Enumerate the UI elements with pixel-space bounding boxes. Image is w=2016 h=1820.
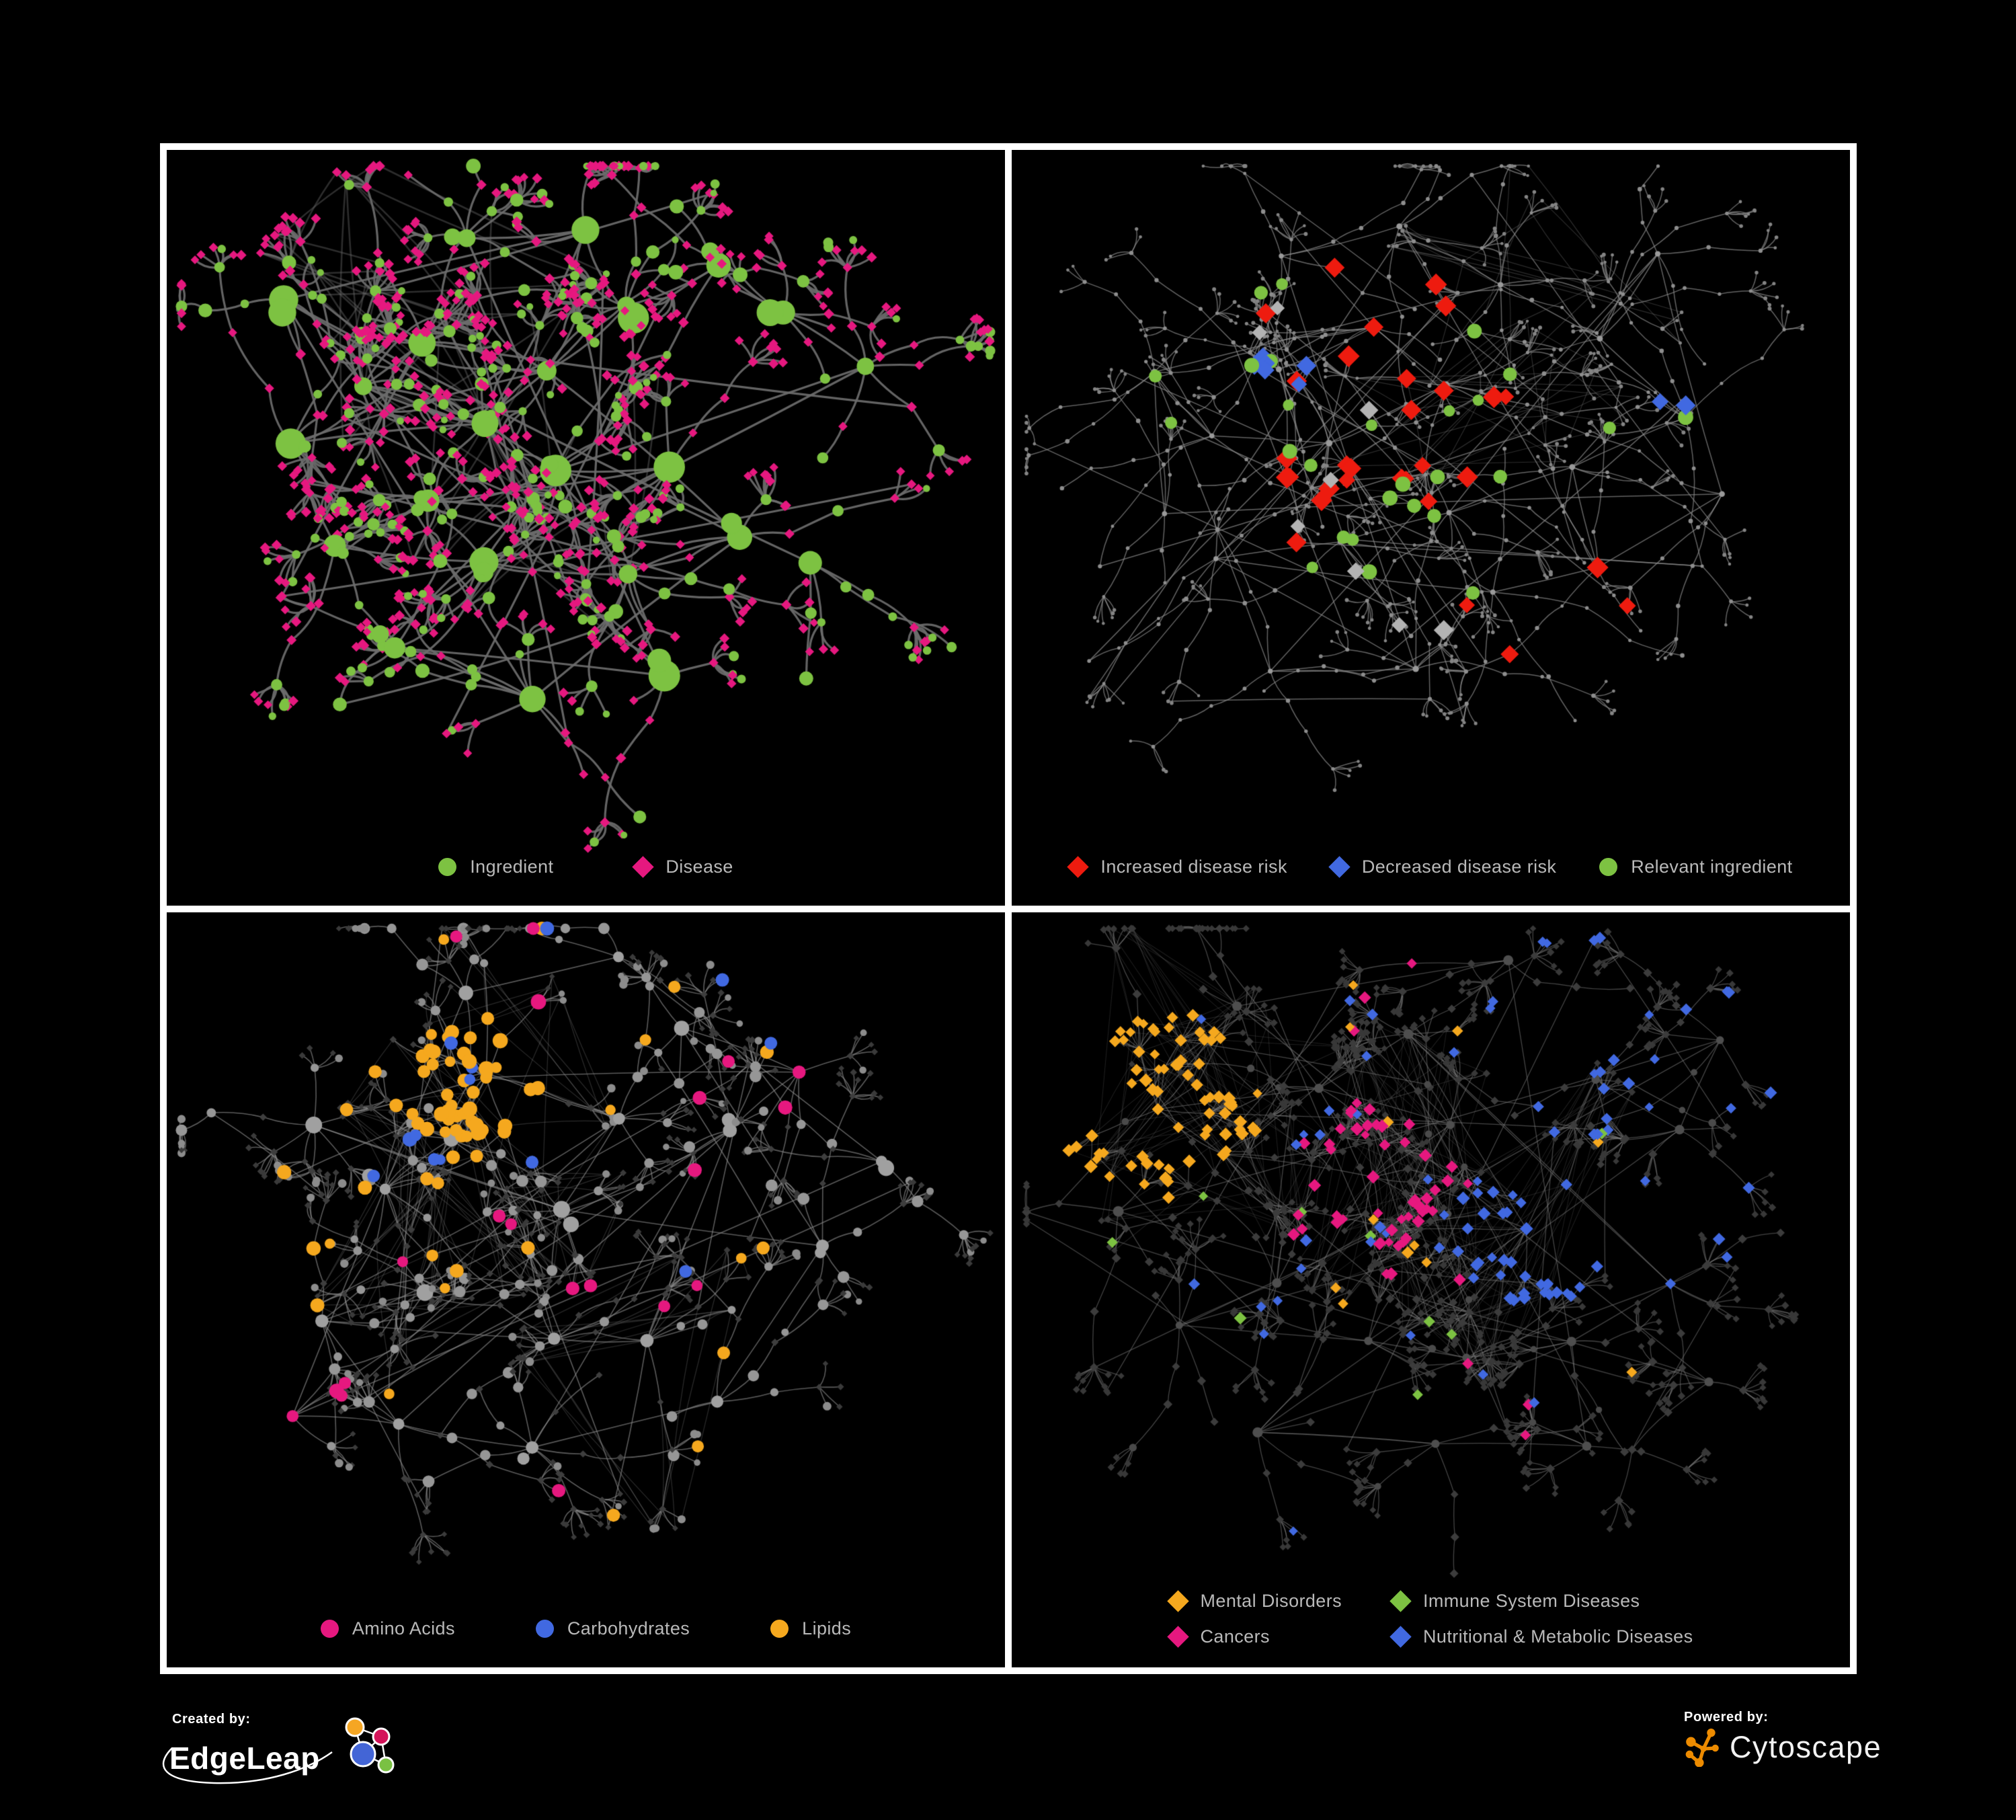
- edgeleap-logo: Created by: EdgeLeap: [162, 1712, 397, 1786]
- legend-item-decreased-risk: Decreased disease risk: [1328, 855, 1557, 878]
- nutritional-metabolic-diseases-label: Nutritional & Metabolic Diseases: [1423, 1626, 1693, 1647]
- legend-item-mental-disorders: Mental Disorders: [1166, 1590, 1342, 1612]
- edgeleap-node-magenta: [372, 1727, 391, 1746]
- amino-acids-label: Amino Acids: [352, 1618, 455, 1638]
- panel-disease-classes: Mental Disorders Immune System Diseases …: [1012, 912, 1850, 1667]
- network-disease-classes: [1012, 912, 1850, 1667]
- mental-disorders-label: Mental Disorders: [1200, 1591, 1342, 1611]
- network-nutrient-classes: [167, 912, 1005, 1667]
- legend-item-increased-risk: Increased disease risk: [1067, 855, 1287, 878]
- relevant-ingredient-marker: [1599, 857, 1618, 876]
- legend-item-amino-acids: Amino Acids: [320, 1618, 455, 1639]
- powered-by-caption: Powered by:: [1684, 1710, 1769, 1725]
- increased-risk-label: Increased disease risk: [1100, 856, 1287, 877]
- cancers-label: Cancers: [1200, 1626, 1270, 1647]
- legend-ingredient-disease: Ingredient Disease: [167, 855, 1005, 878]
- legend-disease-risk: Increased disease risk Decreased disease…: [1012, 855, 1850, 878]
- relevant-ingredient-label: Relevant ingredient: [1631, 856, 1793, 877]
- cytoscape-glyph: [1685, 1729, 1719, 1767]
- edgeleap-node-blue: [350, 1741, 376, 1768]
- edgeleap-network-glyph: [345, 1717, 395, 1774]
- network-ingredient-disease: [167, 150, 1005, 906]
- edgeleap-node-green: [377, 1756, 395, 1774]
- ingredient-label: Ingredient: [470, 856, 554, 877]
- increased-risk-marker: [1067, 855, 1090, 878]
- amino-acids-marker: [320, 1620, 339, 1638]
- edgeleap-node-orange: [345, 1717, 365, 1737]
- cancers-marker: [1166, 1626, 1189, 1648]
- immune-system-diseases-label: Immune System Diseases: [1423, 1591, 1640, 1611]
- disease-label: Disease: [666, 856, 733, 877]
- legend-item-nutritional-metabolic-diseases: Nutritional & Metabolic Diseases: [1389, 1626, 1693, 1648]
- decreased-risk-marker: [1328, 855, 1350, 878]
- legend-item-carbohydrates: Carbohydrates: [535, 1618, 690, 1639]
- carbohydrates-label: Carbohydrates: [567, 1618, 690, 1638]
- legend-item-relevant-ingredient: Relevant ingredient: [1599, 857, 1792, 877]
- cytoscape-wordmark: Cytoscape: [1730, 1730, 1882, 1764]
- mental-disorders-marker: [1166, 1590, 1189, 1612]
- ingredient-marker: [438, 857, 457, 876]
- edgeleap-wordmark: EdgeLeap: [169, 1741, 320, 1776]
- nutritional-metabolic-diseases-marker: [1389, 1626, 1412, 1648]
- legend-disease-classes: Mental Disorders Immune System Diseases …: [1012, 1590, 1850, 1648]
- legend-item-cancers: Cancers: [1166, 1626, 1342, 1648]
- created-by-caption: Created by:: [172, 1712, 251, 1727]
- disease-marker: [632, 855, 655, 878]
- legend-item-ingredient: Ingredient: [438, 857, 553, 877]
- carbohydrates-marker: [535, 1620, 554, 1638]
- immune-system-diseases-marker: [1389, 1590, 1412, 1612]
- cytoscape-logo: Powered by: Cytoscape: [1684, 1710, 1882, 1767]
- panel-disease-risk: Increased disease risk Decreased disease…: [1012, 150, 1850, 906]
- panel-ingredient-disease: Ingredient Disease: [167, 150, 1005, 906]
- lipids-marker: [770, 1620, 789, 1638]
- panel-nutrient-classes: Amino Acids Carbohydrates Lipids: [167, 912, 1005, 1667]
- legend-item-lipids: Lipids: [770, 1618, 851, 1639]
- decreased-risk-label: Decreased disease risk: [1361, 856, 1557, 877]
- legend-item-immune-system-diseases: Immune System Diseases: [1389, 1590, 1693, 1612]
- four-panel-network-board: Ingredient Disease Increased disease ris…: [160, 143, 1857, 1674]
- lipids-label: Lipids: [802, 1618, 852, 1638]
- network-disease-risk: [1012, 150, 1850, 906]
- legend-item-disease: Disease: [632, 855, 733, 878]
- legend-nutrient-classes: Amino Acids Carbohydrates Lipids: [167, 1618, 1005, 1639]
